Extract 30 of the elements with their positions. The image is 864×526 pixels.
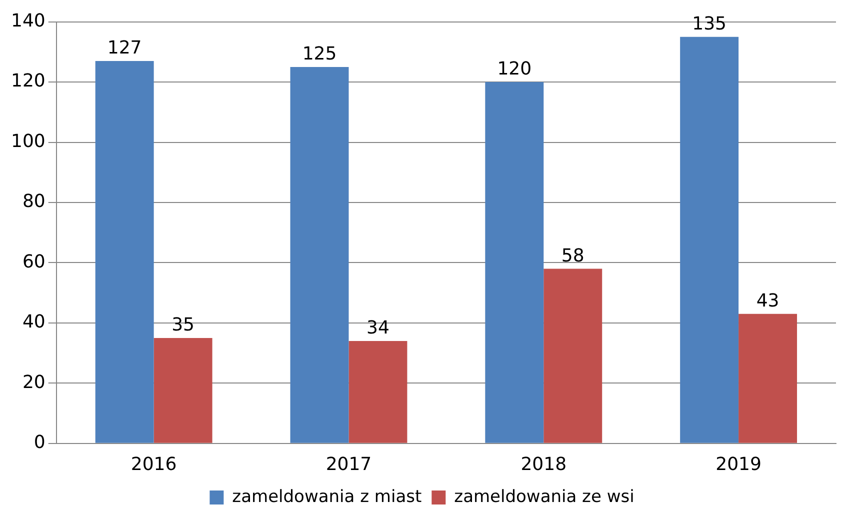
x-tick-label: 2017 [326, 454, 372, 475]
data-label: 135 [692, 14, 726, 35]
y-tick-label: 60 [22, 251, 46, 272]
data-label: 125 [302, 44, 337, 65]
data-label: 120 [497, 58, 532, 80]
y-tick-label: 80 [22, 191, 46, 212]
bar [544, 268, 602, 443]
y-tick-label: 0 [34, 432, 46, 454]
y-tick-label: 140 [10, 10, 46, 32]
bar [290, 66, 349, 443]
x-tick-label: 2018 [520, 454, 567, 475]
data-label: 43 [756, 290, 780, 312]
y-tick-label: 20 [22, 372, 46, 393]
x-tick-label: 2016 [130, 454, 177, 475]
legend-label: zameldowania z miast [232, 486, 422, 507]
legend-label: zameldowania ze wsi [454, 486, 634, 507]
y-tick-label: 100 [10, 130, 46, 152]
bar [95, 60, 154, 443]
bar [738, 314, 798, 443]
x-tick-label: 2019 [716, 454, 762, 475]
data-label: 127 [107, 38, 142, 59]
data-label: 58 [561, 245, 584, 266]
y-tick-label: 40 [22, 312, 46, 333]
bar [485, 82, 544, 443]
bar [680, 36, 739, 443]
data-label: 35 [172, 314, 194, 336]
y-tick-label: 120 [10, 70, 46, 92]
bar [348, 341, 408, 443]
bar [154, 338, 212, 443]
data-label: 34 [366, 318, 390, 339]
